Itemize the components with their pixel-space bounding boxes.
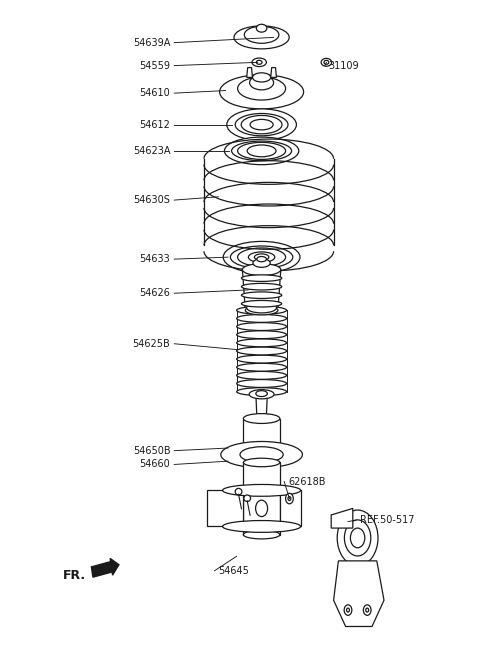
Ellipse shape	[241, 275, 282, 281]
Ellipse shape	[249, 390, 274, 399]
Ellipse shape	[243, 449, 280, 457]
Ellipse shape	[238, 77, 286, 100]
Ellipse shape	[321, 58, 332, 66]
Text: 54559: 54559	[139, 60, 170, 71]
Ellipse shape	[223, 484, 300, 496]
Ellipse shape	[256, 24, 267, 32]
Ellipse shape	[366, 608, 369, 612]
Polygon shape	[334, 561, 384, 626]
Text: FR.: FR.	[62, 569, 85, 582]
Polygon shape	[247, 68, 252, 77]
Ellipse shape	[235, 113, 288, 136]
Ellipse shape	[237, 363, 287, 371]
Ellipse shape	[237, 323, 287, 331]
Ellipse shape	[237, 306, 287, 314]
Text: 54626: 54626	[140, 288, 170, 298]
Ellipse shape	[257, 256, 266, 262]
Ellipse shape	[223, 241, 300, 273]
Ellipse shape	[252, 73, 271, 82]
Ellipse shape	[225, 137, 299, 165]
Text: 54623A: 54623A	[133, 146, 170, 156]
Ellipse shape	[337, 510, 378, 565]
Ellipse shape	[238, 248, 286, 266]
Ellipse shape	[241, 115, 282, 134]
Ellipse shape	[237, 339, 287, 347]
FancyArrow shape	[91, 558, 119, 577]
Text: 54639A: 54639A	[133, 37, 170, 48]
Ellipse shape	[221, 441, 302, 468]
Ellipse shape	[243, 413, 280, 424]
Ellipse shape	[288, 497, 291, 501]
Ellipse shape	[250, 119, 273, 130]
Polygon shape	[331, 508, 353, 528]
Ellipse shape	[250, 75, 274, 90]
Ellipse shape	[237, 355, 287, 363]
Polygon shape	[271, 68, 276, 77]
Ellipse shape	[363, 605, 371, 615]
Ellipse shape	[244, 495, 251, 501]
Ellipse shape	[254, 254, 269, 260]
Ellipse shape	[350, 528, 365, 548]
Polygon shape	[207, 490, 243, 526]
Ellipse shape	[237, 314, 287, 322]
Ellipse shape	[256, 500, 268, 517]
Text: 54633: 54633	[140, 254, 170, 264]
Ellipse shape	[243, 530, 280, 539]
Ellipse shape	[238, 142, 286, 159]
Ellipse shape	[249, 252, 275, 262]
Text: 54610: 54610	[140, 88, 170, 98]
Ellipse shape	[241, 283, 282, 290]
Ellipse shape	[232, 141, 292, 161]
Ellipse shape	[256, 60, 262, 64]
Text: 54612: 54612	[140, 119, 170, 130]
Ellipse shape	[240, 447, 283, 462]
Ellipse shape	[237, 388, 287, 396]
Ellipse shape	[286, 493, 293, 504]
Ellipse shape	[245, 306, 278, 315]
Ellipse shape	[243, 458, 280, 467]
Ellipse shape	[244, 26, 279, 43]
Ellipse shape	[324, 60, 329, 64]
Ellipse shape	[230, 246, 293, 268]
Ellipse shape	[252, 58, 266, 66]
Ellipse shape	[237, 380, 287, 388]
Text: 62618B: 62618B	[288, 476, 325, 487]
Polygon shape	[280, 490, 301, 526]
Ellipse shape	[237, 347, 287, 355]
Ellipse shape	[247, 145, 276, 157]
Ellipse shape	[237, 371, 287, 379]
Ellipse shape	[241, 292, 282, 298]
Ellipse shape	[253, 258, 270, 267]
Ellipse shape	[237, 331, 287, 338]
Polygon shape	[242, 270, 281, 310]
Ellipse shape	[247, 302, 276, 313]
Text: 31109: 31109	[329, 60, 360, 71]
Polygon shape	[243, 462, 280, 535]
Ellipse shape	[234, 26, 289, 49]
Text: 54625B: 54625B	[132, 338, 170, 349]
Polygon shape	[243, 419, 280, 453]
Ellipse shape	[256, 390, 267, 396]
Ellipse shape	[235, 488, 242, 495]
Text: REF.50-517: REF.50-517	[360, 515, 415, 525]
Ellipse shape	[344, 605, 352, 615]
Ellipse shape	[345, 520, 371, 556]
Text: 54660: 54660	[140, 459, 170, 470]
Polygon shape	[256, 394, 267, 433]
Ellipse shape	[347, 608, 349, 612]
Ellipse shape	[242, 264, 281, 276]
Text: 54645: 54645	[218, 565, 249, 576]
Text: 54650B: 54650B	[133, 445, 170, 456]
Ellipse shape	[241, 300, 282, 307]
Ellipse shape	[220, 75, 304, 109]
Ellipse shape	[227, 109, 297, 140]
Text: 54630S: 54630S	[133, 195, 170, 205]
Ellipse shape	[223, 521, 300, 533]
